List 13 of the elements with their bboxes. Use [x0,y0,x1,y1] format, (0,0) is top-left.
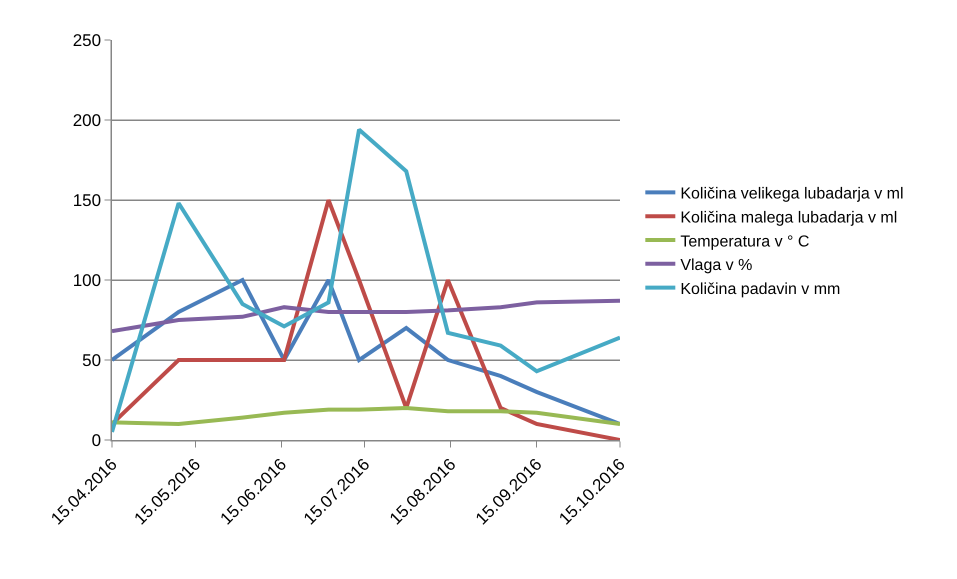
legend-label: Količina padavin v mm [680,280,840,298]
y-tick-label: 200 [72,110,102,130]
line-series [112,406,620,426]
line-series [112,298,620,334]
legend-label: Vlaga v % [680,257,752,274]
legend-label: Količina velikega lubadarja v ml [680,186,904,203]
legend-label: Temperatura v ° C [680,233,810,250]
y-tick-label: 250 [72,30,102,50]
y-tick-label: 0 [92,430,102,450]
y-tick-label: 100 [72,270,102,290]
legend-label: Količina malega lubadarja v ml [680,209,898,226]
y-tick-label: 50 [82,350,102,370]
y-tick-label: 150 [72,190,102,210]
